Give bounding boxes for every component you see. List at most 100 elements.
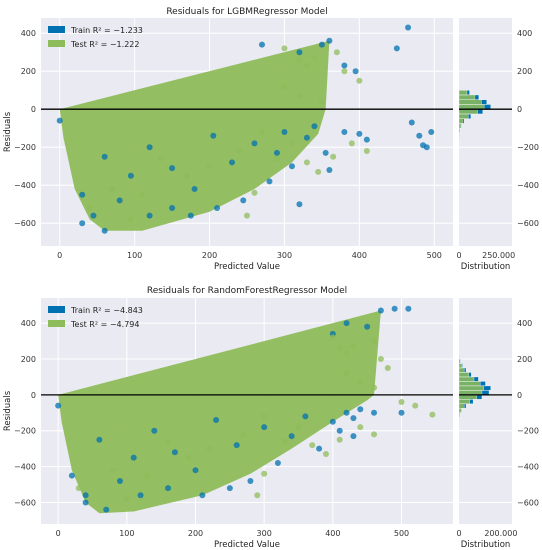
histogram-area: [459, 298, 512, 524]
test-point: [281, 83, 288, 90]
legend-swatch: [48, 40, 65, 47]
test-point: [371, 431, 378, 438]
test-point: [309, 442, 316, 449]
train-point: [364, 323, 371, 330]
train-point: [90, 212, 97, 219]
y-tick-label: 200: [21, 355, 36, 364]
chart-title: Residuals for RandomForestRegressor Mode…: [147, 286, 347, 296]
test-point: [127, 216, 134, 223]
legend-swatch: [48, 306, 65, 313]
train-point: [82, 499, 89, 506]
train-point: [316, 445, 323, 452]
test-point: [240, 431, 247, 438]
train-point: [326, 167, 333, 173]
train-point: [116, 477, 123, 484]
test-point: [356, 77, 363, 84]
test-point: [303, 159, 310, 166]
hist-test-bar: [459, 372, 469, 378]
test-point: [261, 413, 268, 420]
x-axis-label: Predicted Value: [214, 262, 280, 272]
train-point: [341, 62, 348, 69]
train-point: [79, 191, 86, 198]
test-point: [296, 92, 303, 99]
test-point: [206, 445, 213, 452]
test-point: [86, 205, 93, 211]
chart-1: 0 100 200 300 400 500 −600 −400 −200 0 200 400 −600 −…: [3, 7, 539, 272]
hist-test-bar: [459, 363, 462, 369]
test-point: [322, 451, 329, 458]
hist-test-bar: [459, 412, 461, 418]
x-tick-label: 400: [325, 529, 340, 538]
chart-2: 0 100 200 300 400 500 −600 −400 −200 0 200 400 −600 −…: [3, 286, 539, 550]
train-point: [343, 320, 350, 327]
test-point: [357, 424, 364, 431]
test-point: [139, 191, 146, 198]
test-point: [330, 153, 337, 160]
test-point: [236, 148, 243, 154]
hist-test-bar: [459, 113, 469, 119]
y-axis-label: Residuals: [3, 390, 13, 431]
x-tick-label: 300: [277, 251, 292, 260]
train-point: [274, 460, 281, 467]
test-point: [412, 402, 419, 409]
y-tick-label: −400: [14, 463, 36, 472]
hist-x-tick-label: 200.000: [484, 529, 517, 538]
train-point: [428, 129, 435, 135]
x-tick-label: 500: [427, 251, 442, 260]
train-point: [363, 136, 370, 143]
train-point: [350, 433, 357, 440]
y-tick-label: −200: [14, 427, 36, 436]
histogram-bars: [459, 354, 491, 418]
x-tick-label: 300: [257, 529, 272, 538]
test-point: [123, 495, 130, 502]
test-point: [244, 212, 250, 219]
legend: Train R² = −4.843 Test R² = −4.794: [48, 306, 143, 329]
hist-y-tick-label: −600: [517, 498, 539, 507]
train-point: [273, 149, 280, 156]
hist-y-tick-label: −200: [517, 427, 539, 436]
hist-test-bar: [459, 390, 483, 396]
train-point: [229, 159, 236, 166]
train-point: [266, 178, 273, 185]
train-point: [213, 416, 220, 423]
train-point: [199, 492, 206, 499]
train-point: [322, 149, 329, 156]
hist-test-bar: [459, 381, 481, 387]
legend-label: Train R² = −1.233: [70, 26, 143, 35]
hist-x-axis-label: Distribution: [461, 262, 511, 272]
test-point: [288, 140, 295, 147]
test-point: [329, 334, 336, 341]
histogram-bars: [459, 89, 491, 138]
x-tick-label: 200: [188, 529, 203, 538]
test-point: [341, 68, 348, 75]
test-point: [261, 470, 268, 477]
test-point: [281, 438, 288, 445]
test-point: [110, 467, 117, 474]
hist-test-bar: [459, 89, 468, 96]
train-point: [116, 197, 123, 204]
test-point: [398, 399, 405, 406]
train-point: [82, 492, 89, 499]
test-point: [315, 168, 322, 175]
train-point: [296, 49, 303, 56]
train-point: [261, 424, 268, 431]
test-point: [343, 350, 350, 357]
test-point: [251, 189, 258, 196]
test-point: [281, 45, 288, 52]
train-point: [137, 492, 144, 499]
test-point: [273, 155, 280, 162]
legend-label: Test R² = −4.794: [70, 320, 139, 329]
test-point: [363, 148, 370, 154]
train-point: [101, 153, 108, 160]
hist-y-tick-label: −200: [517, 143, 539, 152]
train-point: [311, 123, 318, 130]
histogram-area: [459, 18, 512, 246]
hist-test-bar: [459, 408, 462, 413]
hist-x-tick-label: 0: [456, 251, 461, 260]
train-point: [356, 130, 363, 137]
train-point: [336, 427, 343, 434]
test-point: [258, 129, 265, 135]
y-tick-label: −600: [14, 498, 36, 507]
hist-test-bar: [459, 376, 475, 382]
legend-label: Train R² = −4.843: [70, 306, 143, 315]
